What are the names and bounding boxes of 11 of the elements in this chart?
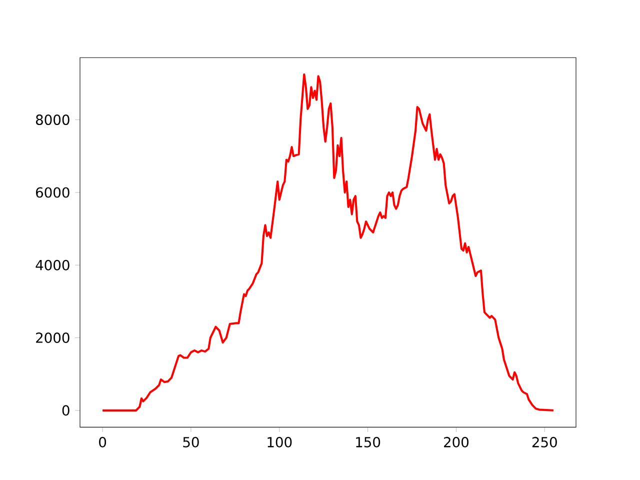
x-tick-label: 0 xyxy=(99,436,106,448)
y-tick-label: 0 xyxy=(62,405,70,416)
y-tick-label: 4000 xyxy=(36,260,70,270)
y-tick-label: 8000 xyxy=(36,114,70,126)
x-tick-label: 150 xyxy=(356,436,380,448)
x-tick-label: 200 xyxy=(444,436,468,448)
x-tick-label: 250 xyxy=(532,436,557,448)
x-tick-label: 50 xyxy=(183,436,199,448)
x-tick-label: 100 xyxy=(268,436,292,448)
y-tick-label: 6000 xyxy=(36,187,70,198)
y-tick-label: 2000 xyxy=(36,332,70,343)
